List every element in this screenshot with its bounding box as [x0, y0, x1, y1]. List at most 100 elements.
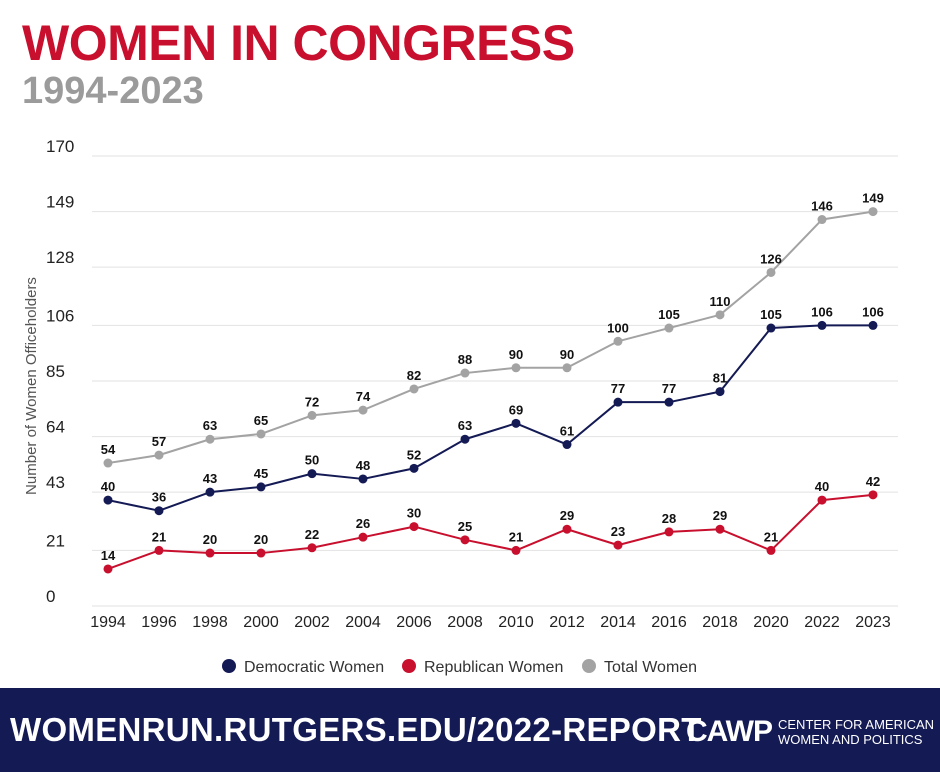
data-point	[817, 320, 827, 330]
cawp-logo: CAWP	[686, 715, 773, 748]
data-label: 82	[407, 368, 421, 383]
data-point	[664, 323, 674, 333]
legend-total-women-marker	[582, 659, 596, 673]
data-point	[562, 440, 572, 450]
data-label: 42	[866, 474, 880, 489]
data-label: 146	[811, 199, 833, 214]
y-tick-label: 106	[46, 306, 74, 325]
legend-republican-women-label: Republican Women	[424, 659, 563, 676]
data-label: 105	[760, 307, 782, 322]
data-point	[511, 363, 521, 373]
data-label: 69	[509, 402, 523, 417]
data-label: 20	[203, 532, 217, 547]
data-label: 126	[760, 251, 782, 266]
data-label: 21	[764, 529, 778, 544]
data-point	[562, 524, 572, 534]
y-axis-title: Number of Women Officeholders	[23, 277, 40, 495]
y-tick-label: 149	[46, 193, 74, 212]
data-label: 14	[101, 548, 116, 563]
data-point	[766, 267, 776, 277]
footer-url-link[interactable]: WOMENRUN.RUTGERS.EDU/2022-REPORT	[10, 711, 702, 748]
data-label: 50	[305, 453, 319, 468]
data-point	[868, 207, 878, 217]
data-point	[715, 387, 725, 397]
data-point	[409, 463, 419, 473]
data-label: 40	[101, 479, 115, 494]
data-label: 149	[862, 191, 884, 206]
x-tick-label: 2023	[855, 614, 891, 631]
data-label: 90	[509, 347, 523, 362]
x-tick-label: 2014	[600, 614, 636, 631]
data-label: 29	[713, 508, 727, 523]
y-tick-label: 0	[46, 587, 55, 606]
data-point	[613, 336, 623, 346]
data-label: 22	[305, 527, 319, 542]
data-label: 21	[509, 529, 523, 544]
data-label: 45	[254, 466, 268, 481]
data-point	[358, 474, 368, 484]
data-point	[154, 450, 164, 460]
page-title: WOMEN IN CONGRESS	[22, 15, 575, 71]
data-label: 57	[152, 434, 166, 449]
cawp-brand: CAWP CENTER FOR AMERICAN WOMEN AND POLIT…	[686, 712, 934, 752]
data-label: 65	[254, 413, 268, 428]
data-point	[307, 410, 317, 420]
data-label: 48	[356, 458, 370, 473]
x-tick-label: 2006	[396, 614, 432, 631]
data-label: 25	[458, 519, 472, 534]
line-chart: 0 21 43 64 85 106 128 149 170 Number of Women Off…	[23, 137, 898, 676]
data-point	[256, 548, 266, 558]
data-label: 72	[305, 394, 319, 409]
org-name-line-1: CENTER FOR AMERICAN	[778, 717, 935, 732]
data-label: 63	[203, 418, 217, 433]
data-point	[409, 522, 419, 532]
x-tick-label: 2020	[753, 614, 789, 631]
data-label: 90	[560, 347, 574, 362]
data-label: 30	[407, 506, 421, 521]
data-point	[817, 215, 827, 225]
data-point	[409, 384, 419, 394]
data-label: 74	[356, 389, 371, 404]
data-point	[205, 487, 215, 497]
x-tick-label: 2012	[549, 614, 585, 631]
data-point	[766, 323, 776, 333]
x-tick-label: 2022	[804, 614, 840, 631]
x-tick-label: 2004	[345, 614, 381, 631]
data-point	[358, 405, 368, 415]
legend-democratic-women-marker	[222, 659, 236, 673]
data-label: 28	[662, 511, 676, 526]
data-label: 26	[356, 516, 370, 531]
data-point	[766, 545, 776, 555]
y-tick-label: 85	[46, 362, 65, 381]
data-point	[307, 469, 317, 479]
data-point	[256, 482, 266, 492]
data-point	[511, 418, 521, 428]
data-label: 81	[713, 371, 727, 386]
x-tick-label: 1998	[192, 614, 228, 631]
data-label: 54	[101, 442, 116, 457]
x-tick-label: 2002	[294, 614, 330, 631]
data-label: 106	[811, 304, 833, 319]
data-point	[103, 564, 113, 574]
data-point	[715, 310, 725, 320]
series-line	[107, 210, 874, 465]
data-label: 21	[152, 529, 166, 544]
x-tick-label: 2000	[243, 614, 279, 631]
x-tick-label: 2016	[651, 614, 687, 631]
legend-total-women-label: Total Women	[604, 659, 697, 676]
legend-democratic-women-label: Democratic Women	[244, 659, 384, 676]
cawp-org-name: CENTER FOR AMERICAN WOMEN AND POLITICS	[778, 717, 934, 747]
y-tick-label: 43	[46, 473, 65, 492]
x-tick-label: 2010	[498, 614, 534, 631]
y-tick-label: 128	[46, 248, 74, 267]
series-line	[107, 493, 874, 570]
data-point	[307, 543, 317, 553]
data-point	[511, 545, 521, 555]
y-tick-label: 21	[46, 531, 65, 550]
data-point	[358, 532, 368, 542]
data-point	[460, 535, 470, 545]
series-line	[107, 324, 873, 512]
page-subtitle: 1994-2023	[22, 70, 204, 112]
data-label: 29	[560, 508, 574, 523]
data-label: 110	[710, 294, 731, 309]
